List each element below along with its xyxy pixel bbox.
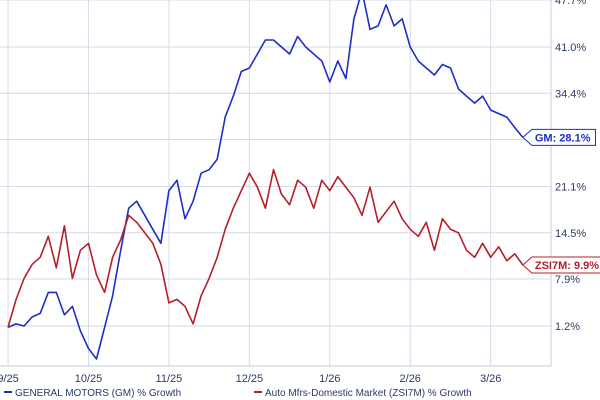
y-tick-label: 21.1% bbox=[555, 182, 586, 194]
legend-label-0: GENERAL MOTORS (GM) % Growth bbox=[15, 388, 181, 399]
chart-grid bbox=[0, 0, 551, 366]
series-line-0 bbox=[7, 0, 524, 360]
legend-label-1: Auto Mfrs-Domestic Market (ZSI7M) % Grow… bbox=[265, 388, 472, 399]
x-tick-label: 10/25 bbox=[75, 373, 103, 385]
x-tick-label: 9/25 bbox=[0, 373, 19, 385]
y-tick-label: 14.5% bbox=[555, 228, 586, 240]
end-value-box-0 bbox=[522, 128, 596, 146]
legend-entry-0: GENERAL MOTORS (GM) % Growth bbox=[4, 388, 181, 399]
y-tick-label: 1.2% bbox=[555, 321, 580, 333]
end-value-box-1 bbox=[522, 256, 600, 274]
y-tick-label: 7.9% bbox=[555, 274, 580, 286]
x-tick-label: 11/25 bbox=[156, 373, 183, 385]
y-tick-label: 41.0% bbox=[555, 42, 586, 54]
x-axis-ticks: 9/25 10/25 11/25 12/25 1/26 2/26 3/26 bbox=[0, 373, 501, 385]
legend: GENERAL MOTORS (GM) % Growth Auto Mfrs-Do… bbox=[4, 388, 472, 399]
x-tick-label: 3/26 bbox=[480, 373, 501, 385]
y-tick-label: 34.4% bbox=[555, 88, 586, 100]
end-value-tags: GM: 28.1% ZSI7M: 9.9% bbox=[522, 128, 600, 274]
end-value-tag-0: GM: 28.1% bbox=[522, 128, 596, 146]
legend-entry-1: Auto Mfrs-Domestic Market (ZSI7M) % Grow… bbox=[254, 388, 472, 399]
end-value-label-1: ZSI7M: 9.9% bbox=[535, 260, 599, 272]
series-layer bbox=[7, 0, 524, 360]
end-value-label-0: GM: 28.1% bbox=[535, 132, 591, 144]
series-line-1 bbox=[7, 168, 524, 328]
end-value-tag-1: ZSI7M: 9.9% bbox=[522, 256, 600, 274]
x-tick-label: 2/26 bbox=[400, 373, 421, 385]
y-tick-label: 47.7% bbox=[555, 0, 586, 7]
x-tick-label: 12/25 bbox=[236, 373, 264, 385]
x-tick-label: 1/26 bbox=[319, 373, 340, 385]
